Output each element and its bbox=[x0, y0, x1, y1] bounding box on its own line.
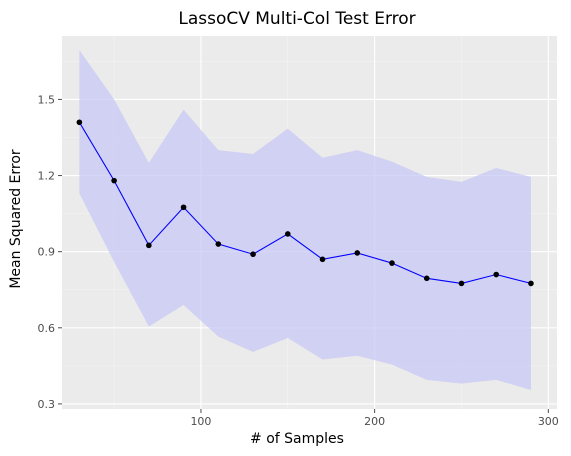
x-axis-title: # of Samples bbox=[250, 431, 344, 447]
x-tick-label: 200 bbox=[364, 415, 385, 428]
x-tick-label: 100 bbox=[190, 415, 211, 428]
x-axis-ticks: 100 200 300 bbox=[190, 409, 559, 428]
data-point bbox=[215, 241, 222, 247]
error-line bbox=[78, 121, 532, 284]
data-point bbox=[493, 271, 500, 278]
y-tick-label: 0.9 bbox=[38, 246, 56, 259]
data-point bbox=[76, 119, 83, 126]
y-axis-title: Mean Squared Error bbox=[8, 149, 24, 289]
y-tick-label: 1.5 bbox=[38, 93, 56, 106]
data-point bbox=[146, 242, 152, 249]
data-points bbox=[76, 119, 534, 287]
y-axis-ticks: 0.3 0.6 0.9 1.2 1.5 bbox=[38, 93, 62, 411]
data-point bbox=[528, 280, 534, 287]
data-point bbox=[180, 204, 187, 211]
data-point bbox=[111, 177, 117, 184]
chart-title: LassoCV Multi-Col Test Error bbox=[178, 9, 415, 29]
x-tick-label: 300 bbox=[538, 415, 559, 428]
y-tick-label: 1.2 bbox=[38, 170, 56, 183]
data-point bbox=[458, 280, 465, 287]
error-band-area bbox=[79, 49, 531, 390]
data-point bbox=[319, 256, 326, 263]
data-point bbox=[250, 251, 256, 258]
data-point bbox=[423, 275, 430, 282]
y-tick-label: 0.6 bbox=[38, 322, 56, 335]
data-point bbox=[389, 260, 395, 266]
series-line bbox=[78, 121, 532, 284]
error-band bbox=[79, 49, 531, 390]
data-point bbox=[354, 250, 361, 256]
y-tick-label: 0.3 bbox=[38, 398, 56, 411]
data-point bbox=[284, 231, 291, 237]
